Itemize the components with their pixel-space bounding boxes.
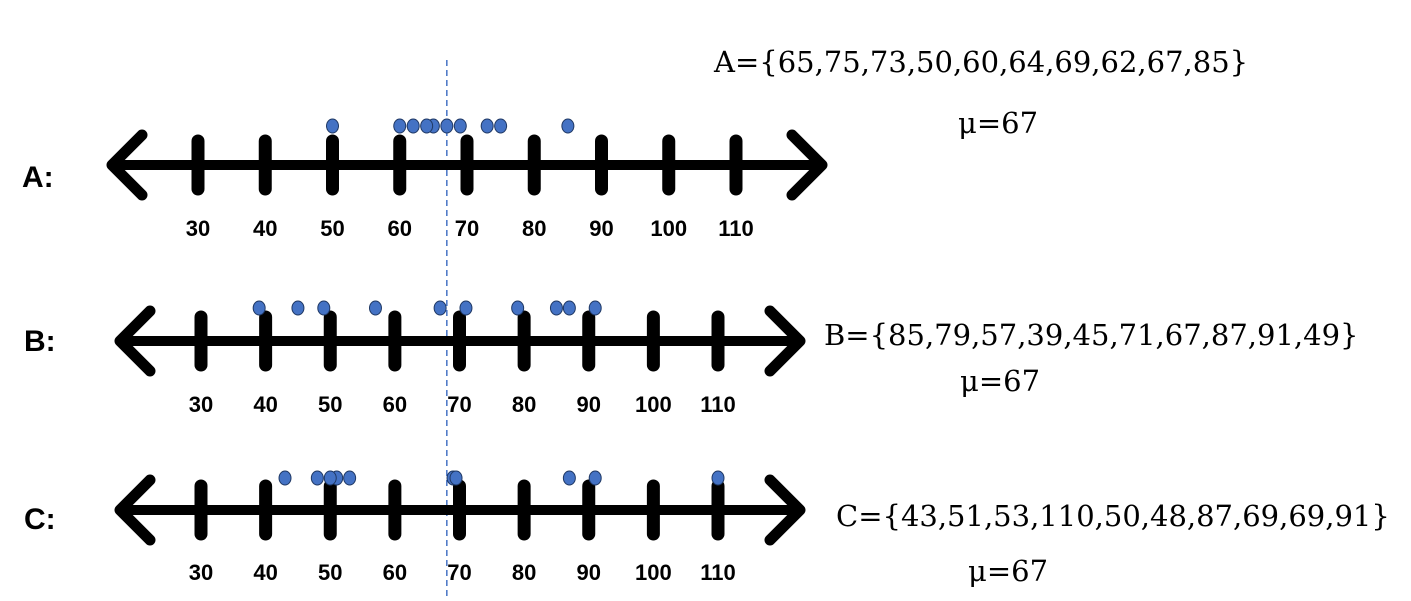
axis-a	[106, 129, 828, 201]
tick-label-90: 90	[589, 216, 613, 241]
data-point-b-2	[368, 300, 382, 316]
data-point-a-7	[406, 118, 420, 134]
data-point-c-0	[278, 470, 292, 486]
row-label-b: B:	[24, 325, 56, 358]
right-arrow-icon	[764, 474, 806, 546]
tick-label-30: 30	[189, 560, 213, 585]
number-line-a: A: A={65,75,73,50,60,64,69,62,67,85} μ=6…	[22, 45, 1248, 241]
left-arrow-icon	[114, 474, 156, 546]
number-line-b: B: B={85,79,57,39,45,71,67,87,91,49} μ=6…	[24, 300, 1359, 417]
row-label-a: A:	[22, 161, 54, 194]
tick-labels-a: 30 40 50 60 70 80 90 100 110	[186, 216, 754, 241]
mean-b-text: μ=67	[960, 364, 1040, 398]
dots-b	[252, 300, 602, 316]
data-point-c-9	[588, 470, 602, 486]
tick-labels-b: 30 40 50 60 70 80 90 100 110	[189, 392, 736, 417]
number-line-c: C: C={43,51,53,110,50,48,87,69,69,91} μ=…	[24, 470, 1390, 588]
data-point-a-9	[561, 118, 575, 134]
tick-label-90: 90	[577, 392, 601, 417]
data-point-b-4	[291, 300, 305, 316]
tick-label-110: 110	[700, 560, 736, 585]
tick-label-30: 30	[189, 392, 213, 417]
tick-label-60: 60	[383, 560, 407, 585]
data-point-b-5	[459, 300, 473, 316]
axis-b	[114, 305, 806, 377]
dots-c	[278, 470, 725, 486]
tick-label-80: 80	[512, 560, 536, 585]
mean-a-text: μ=67	[958, 106, 1038, 140]
row-label-c: C:	[24, 503, 56, 536]
tick-label-80: 80	[522, 216, 546, 241]
tick-label-80: 80	[512, 392, 536, 417]
data-point-c-2	[343, 470, 357, 486]
data-point-b-1	[511, 300, 525, 316]
set-c-text: C={43,51,53,110,50,48,87,69,69,91}	[836, 499, 1390, 533]
data-point-c-5	[310, 470, 324, 486]
tick-label-50: 50	[318, 560, 342, 585]
data-point-b-3	[252, 300, 266, 316]
tick-label-100: 100	[635, 392, 672, 417]
data-point-c-4	[323, 470, 337, 486]
data-point-b-8	[588, 300, 602, 316]
data-point-a-8	[440, 118, 454, 134]
tick-label-70: 70	[447, 560, 471, 585]
right-arrow-icon	[786, 129, 828, 201]
tick-label-70: 70	[455, 216, 479, 241]
tick-label-60: 60	[388, 216, 412, 241]
left-arrow-icon	[106, 129, 148, 201]
tick-label-110: 110	[718, 216, 754, 241]
data-point-a-1	[494, 118, 508, 134]
tick-label-70: 70	[447, 392, 471, 417]
tick-label-40: 40	[253, 392, 277, 417]
data-point-c-3	[711, 470, 725, 486]
data-point-a-2	[480, 118, 494, 134]
tick-label-50: 50	[320, 216, 344, 241]
tick-label-40: 40	[253, 560, 277, 585]
dots-a	[326, 118, 575, 134]
data-point-b-0	[549, 300, 563, 316]
tick-label-30: 30	[186, 216, 210, 241]
left-arrow-icon	[114, 305, 156, 377]
axis-c	[114, 474, 806, 546]
data-point-c-8	[449, 470, 463, 486]
tick-label-110: 110	[700, 392, 736, 417]
tick-labels-c: 30 40 50 60 70 80 90 100 110	[189, 560, 736, 585]
tick-label-40: 40	[253, 216, 277, 241]
data-point-b-7	[562, 300, 576, 316]
data-point-a-4	[393, 118, 407, 134]
data-point-b-9	[317, 300, 331, 316]
tick-label-100: 100	[635, 560, 672, 585]
data-point-a-5	[420, 118, 434, 134]
tick-label-50: 50	[318, 392, 342, 417]
data-point-c-6	[562, 470, 576, 486]
set-a-text: A={65,75,73,50,60,64,69,62,67,85}	[713, 45, 1248, 79]
set-b-text: B={85,79,57,39,45,71,67,87,91,49}	[824, 318, 1359, 352]
right-arrow-icon	[764, 305, 806, 377]
data-point-a-6	[453, 118, 467, 134]
tick-label-60: 60	[383, 392, 407, 417]
tick-label-90: 90	[577, 560, 601, 585]
mean-c-text: μ=67	[968, 554, 1048, 588]
data-point-a-3	[326, 118, 339, 134]
tick-label-100: 100	[650, 216, 687, 241]
data-point-b-6	[433, 300, 447, 316]
